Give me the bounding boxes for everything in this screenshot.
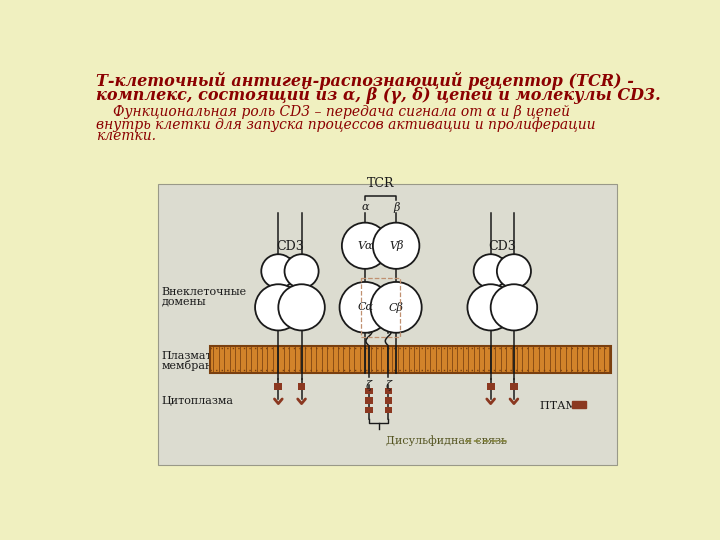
- Bar: [274, 383, 282, 390]
- Circle shape: [279, 284, 325, 330]
- Circle shape: [255, 284, 302, 330]
- Bar: [384, 388, 392, 394]
- Bar: [210, 346, 611, 373]
- Bar: [365, 397, 373, 403]
- Text: β: β: [393, 202, 400, 213]
- Circle shape: [284, 254, 319, 288]
- Bar: [365, 388, 373, 394]
- Text: Vα: Vα: [357, 241, 373, 251]
- Bar: [510, 383, 518, 390]
- Text: Vβ: Vβ: [389, 240, 403, 251]
- Text: комплекс, состоящий из α, β (γ, δ) цепей и молекулы CD3.: комплекс, состоящий из α, β (γ, δ) цепей…: [96, 86, 661, 104]
- Bar: [365, 407, 373, 413]
- Circle shape: [373, 222, 419, 269]
- Circle shape: [261, 254, 295, 288]
- Bar: [384, 397, 392, 403]
- Text: Цитоплазма: Цитоплазма: [161, 396, 233, 406]
- Text: TCR: TCR: [367, 177, 395, 190]
- Bar: [297, 383, 305, 390]
- Text: ε: ε: [275, 264, 282, 273]
- Circle shape: [497, 254, 531, 288]
- Bar: [158, 184, 617, 465]
- Text: домены: домены: [161, 296, 206, 306]
- Text: ζ: ζ: [366, 380, 372, 391]
- Text: γ: γ: [298, 264, 305, 273]
- Text: Т-клеточный антиген-распознающий рецептор (TCR) -: Т-клеточный антиген-распознающий рецепто…: [96, 72, 634, 91]
- Bar: [361, 278, 400, 336]
- Circle shape: [371, 282, 422, 333]
- Circle shape: [490, 284, 537, 330]
- Text: Дисульфидная связь: Дисульфидная связь: [387, 435, 508, 446]
- Bar: [572, 401, 586, 408]
- Text: ζ: ζ: [385, 380, 392, 391]
- Text: Функциональная роль CD3 – передача сигнала от α и β цепей: Функциональная роль CD3 – передача сигна…: [113, 105, 570, 119]
- Text: клетки.: клетки.: [96, 130, 156, 144]
- Circle shape: [342, 222, 388, 269]
- Text: ε: ε: [487, 264, 494, 273]
- Text: Cα: Cα: [357, 302, 373, 312]
- Text: внутрь клетки для запуска процессов активации и пролиферации: внутрь клетки для запуска процессов акти…: [96, 117, 595, 132]
- Text: CD3: CD3: [276, 240, 304, 253]
- Text: α: α: [361, 202, 369, 212]
- Text: Внеклеточные: Внеклеточные: [161, 287, 246, 297]
- Text: мембрана: мембрана: [161, 360, 220, 370]
- Circle shape: [467, 284, 514, 330]
- Text: CD3: CD3: [488, 240, 516, 253]
- Text: Cβ: Cβ: [389, 302, 404, 313]
- Text: δ: δ: [510, 264, 517, 273]
- Text: Плазматическая: Плазматическая: [161, 351, 260, 361]
- Text: ПТАМ -: ПТАМ -: [539, 401, 584, 411]
- Bar: [487, 383, 495, 390]
- Circle shape: [474, 254, 508, 288]
- Bar: [384, 407, 392, 413]
- Circle shape: [340, 282, 391, 333]
